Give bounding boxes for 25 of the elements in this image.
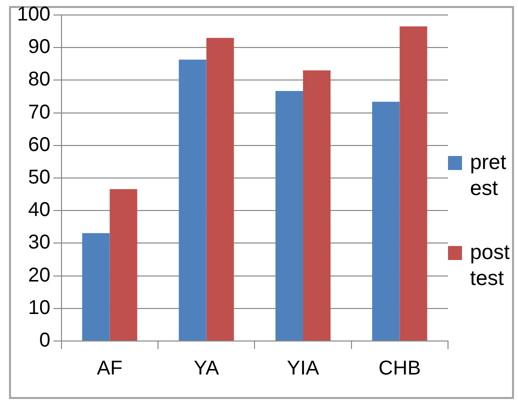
bar — [206, 38, 234, 340]
bar — [82, 233, 110, 340]
bar — [400, 26, 428, 340]
legend-label: pretest — [470, 150, 508, 202]
y-tick-label: 10 — [28, 296, 50, 319]
y-tick-label: 40 — [28, 199, 50, 222]
x-tick-label: YA — [194, 358, 220, 380]
y-tick-label: 30 — [28, 232, 50, 254]
legend-label: post test — [470, 240, 510, 292]
y-tick-label: 0 — [39, 330, 50, 352]
y-tick-label: 100 — [16, 4, 50, 26]
y-tick-label: 50 — [28, 166, 50, 189]
y-tick-label: 70 — [28, 101, 50, 124]
y-tick-label: 80 — [28, 68, 50, 91]
x-tick-label: CHB — [378, 358, 421, 380]
x-tick-label: YIA — [286, 358, 320, 380]
x-tick-label: AF — [96, 358, 122, 380]
y-tick-label: 90 — [28, 36, 50, 58]
bar — [110, 189, 138, 340]
bar — [303, 70, 331, 340]
bar — [372, 102, 400, 340]
y-tick-label: 60 — [28, 134, 50, 156]
y-tick-label: 20 — [28, 264, 50, 286]
bar — [178, 60, 206, 340]
bar — [275, 90, 304, 340]
